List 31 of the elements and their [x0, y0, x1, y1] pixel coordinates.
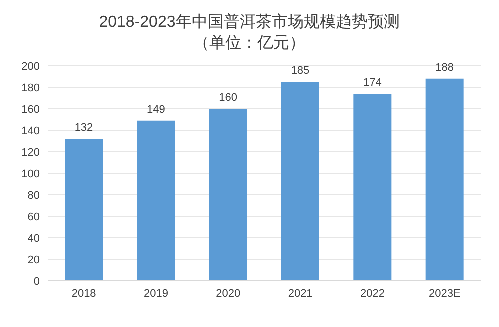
bar — [65, 139, 103, 281]
y-tick-label: 200 — [22, 60, 40, 73]
x-tick-label: 2021 — [288, 288, 313, 300]
x-tick-label: 2018 — [72, 288, 96, 300]
y-tick-label: 180 — [22, 82, 40, 94]
y-tick-label: 100 — [22, 168, 40, 180]
bar — [209, 109, 248, 281]
data-label: 132 — [74, 122, 94, 134]
x-tick-label: 2023E — [429, 288, 461, 300]
data-label: 174 — [363, 76, 382, 89]
bar — [354, 94, 392, 281]
data-label: 160 — [219, 92, 238, 104]
y-tick-label: 120 — [22, 146, 40, 159]
y-tick-label: 40 — [28, 232, 40, 245]
x-tick-label: 2022 — [360, 288, 385, 300]
y-tick-label: 160 — [22, 104, 40, 116]
x-tick-label: 2019 — [144, 288, 168, 300]
data-label: 188 — [436, 62, 454, 74]
chart-subtitle: （单位：亿元） — [192, 34, 306, 54]
y-tick-label: 80 — [28, 190, 40, 202]
bar — [282, 82, 320, 281]
y-tick-label: 20 — [28, 254, 40, 266]
bar — [426, 78, 464, 281]
y-tick-label: 140 — [22, 125, 40, 138]
y-tick-label: 60 — [28, 211, 40, 224]
y-tick-label: 0 — [34, 276, 40, 288]
x-tick-label: 2020 — [216, 288, 241, 300]
chart-title: 2018-2023年中国普洱茶市场规模趋势预测 — [98, 12, 401, 33]
data-label: 185 — [291, 65, 310, 78]
data-label: 149 — [146, 104, 166, 116]
bar — [137, 120, 176, 281]
